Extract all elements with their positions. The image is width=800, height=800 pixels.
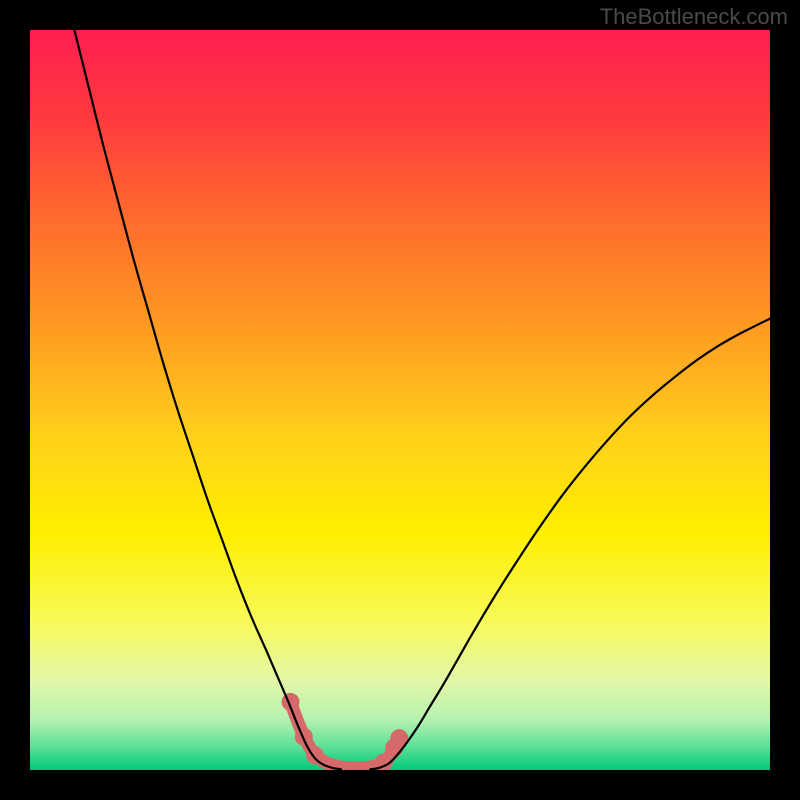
chart-background [30,30,770,770]
watermark-text: TheBottleneck.com [600,4,788,30]
bottleneck-chart [30,30,770,770]
plot-area [30,30,770,770]
chart-container: TheBottleneck.com [0,0,800,800]
